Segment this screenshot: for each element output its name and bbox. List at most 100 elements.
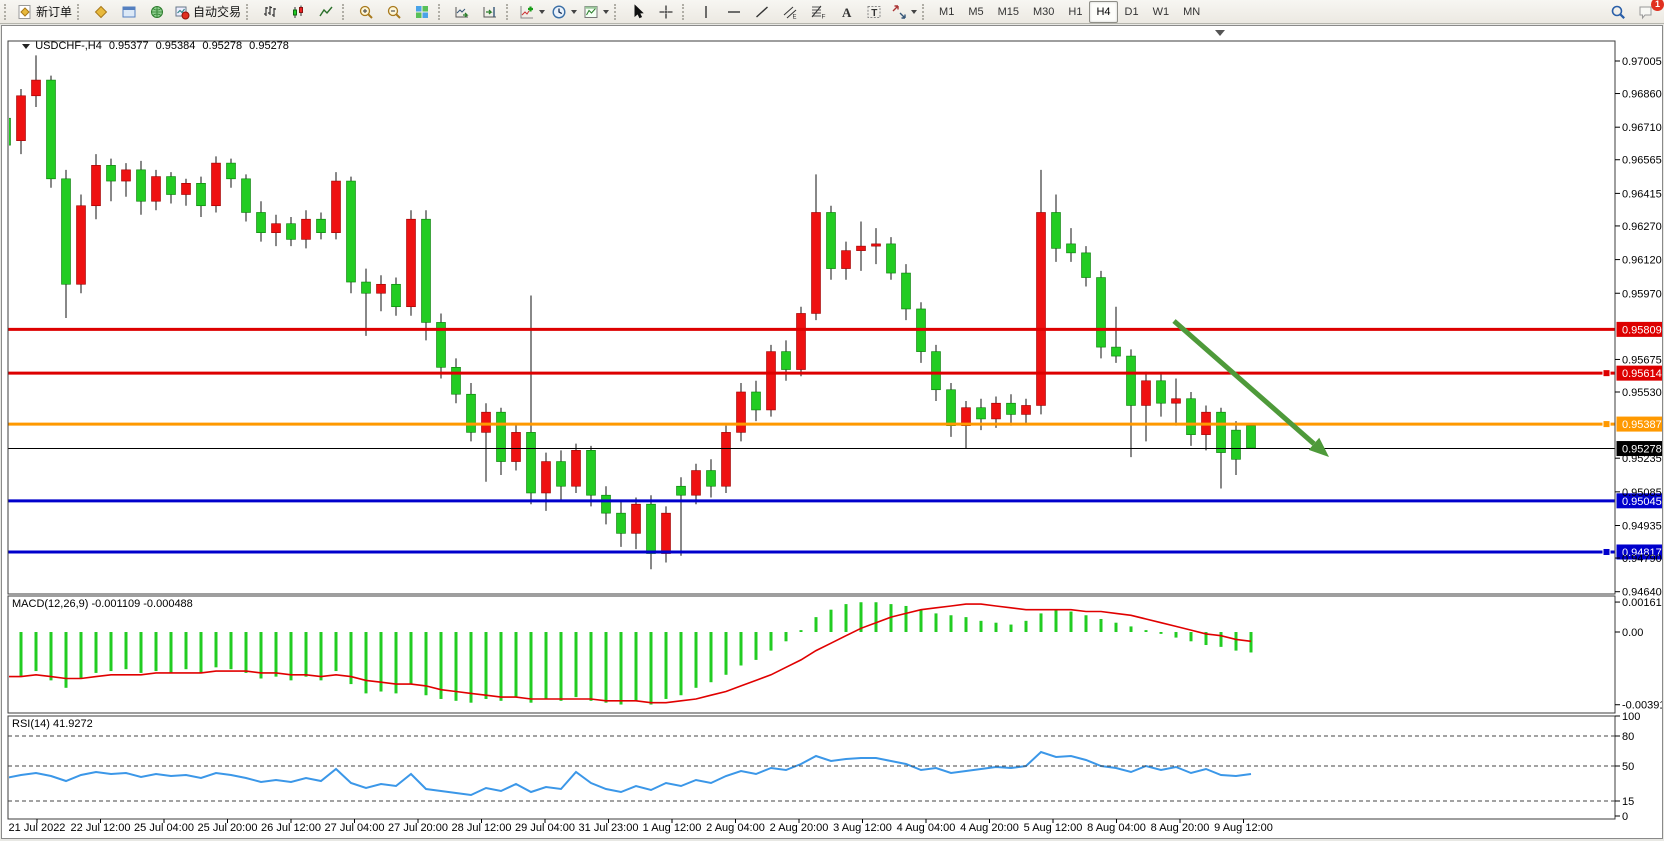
symbol-menu-icon[interactable] [22, 44, 31, 49]
rsi-pane[interactable] [6, 750, 1252, 797]
data-window-button[interactable] [115, 1, 143, 23]
candle-chart-button[interactable] [284, 1, 312, 23]
trendline-button[interactable] [748, 1, 776, 23]
timeframe-M5-button[interactable]: M5 [968, 5, 984, 18]
macd-histogram-bar [349, 632, 353, 685]
macd-pane[interactable] [5, 602, 1253, 705]
macd-histogram-bar [1009, 624, 1013, 632]
toolbar-group-6 [624, 0, 680, 24]
macd-histogram-bar [934, 613, 938, 632]
candle-body [931, 351, 941, 391]
timeframe-M1-button[interactable]: M1 [939, 5, 955, 18]
level-price-tag [1616, 365, 1662, 381]
time-axis-label: 2 Aug 04:00 [706, 822, 765, 834]
svg-text:T: T [871, 8, 877, 19]
candle-body [901, 272, 911, 310]
templates-button[interactable] [580, 1, 612, 23]
macd-histogram-bar [1204, 632, 1208, 646]
timeframe-D1-button[interactable]: D1 [1124, 5, 1139, 18]
time-axis-label: 25 Jul 04:00 [134, 822, 194, 834]
market-watch-icon [94, 5, 108, 18]
time-axis-label: 29 Jul 04:00 [515, 822, 575, 834]
candle-body [226, 162, 236, 180]
rsi-axis-label: 50 [1622, 761, 1634, 773]
macd-signal-line [9, 603, 1252, 704]
notifications-button[interactable]: 1 [1632, 0, 1664, 23]
horizontal-line-button[interactable] [720, 1, 748, 23]
time-axis-label: 4 Aug 20:00 [960, 822, 1019, 834]
candle-body [1021, 405, 1031, 415]
timeframe-H4-button[interactable]: H4 [1089, 0, 1118, 23]
periods-dropdown-icon[interactable] [571, 9, 578, 14]
templates-dropdown-icon[interactable] [603, 9, 610, 14]
chart-shift-marker[interactable] [1215, 30, 1225, 36]
vertical-line-button[interactable] [692, 1, 720, 23]
macd-histogram-bar [1159, 632, 1163, 634]
text-button[interactable]: A [832, 1, 860, 23]
macd-histogram-bar [379, 632, 383, 692]
timeframe-MN-button[interactable]: MN [1183, 5, 1201, 18]
search-icon [1611, 5, 1625, 19]
timeframe-H1-button[interactable]: H1 [1068, 5, 1083, 18]
candlestick-layer[interactable] [2, 55, 1256, 570]
main-pane-border [7, 40, 1616, 595]
timeframe-M15-button[interactable]: M15 [997, 5, 1019, 18]
line-chart-button[interactable] [312, 1, 340, 23]
macd-histogram-bar [319, 632, 323, 681]
bar-chart-icon [264, 5, 277, 17]
new-order-button[interactable]: 新订单 [14, 1, 75, 23]
toolbar-grip [438, 3, 444, 20]
time-axis-label: 8 Aug 04:00 [1087, 822, 1146, 834]
search-button[interactable] [1604, 1, 1632, 23]
macd-axis-label: 0.00 [1622, 627, 1643, 639]
candle-body [571, 450, 581, 487]
market-watch-button[interactable] [87, 1, 115, 23]
arrows-dropdown-icon[interactable] [911, 9, 918, 14]
level-line-handle[interactable] [1602, 547, 1611, 556]
zoom-out-button[interactable] [380, 1, 408, 23]
timeframe-M30-button[interactable]: M30 [1033, 5, 1055, 18]
price-axis-label: 0.95970 [1622, 288, 1662, 300]
chart-shift-button[interactable] [476, 1, 504, 23]
equidistant-channel-button[interactable]: E [776, 1, 804, 23]
bar-chart-button[interactable] [256, 1, 284, 23]
tile-windows-button[interactable] [408, 1, 436, 23]
auto-scroll-button[interactable] [448, 1, 476, 23]
macd-histogram-bar [1069, 611, 1073, 632]
crosshair-button[interactable] [652, 1, 680, 23]
price-axis-label: 0.94935 [1622, 521, 1662, 533]
time-axis-label: 5 Aug 12:00 [1024, 822, 1083, 834]
macd-histogram-bar [964, 617, 968, 632]
candle-body [1081, 252, 1091, 278]
cursor-button[interactable] [624, 1, 652, 23]
chart-window[interactable]: USDCHF-,H4 0.95377 0.95384 0.95278 0.95278 M… [1, 25, 1663, 839]
arrows-button[interactable] [888, 1, 920, 23]
text-label-button[interactable]: T [860, 1, 888, 23]
chart-canvas[interactable]: 0.95809 0.95614 0.95387 0.95278 0.95045 0.948… [2, 26, 1662, 836]
zoom-in-button[interactable] [352, 1, 380, 23]
timeframe-W1-button[interactable]: W1 [1152, 5, 1170, 18]
navigator-button[interactable] [143, 1, 171, 23]
candle-body [481, 411, 491, 433]
line-chart-icon [319, 6, 333, 16]
macd-histogram-bar [994, 622, 998, 632]
price-axis-label: 0.96120 [1622, 255, 1662, 267]
trend-arrow-head[interactable] [1308, 437, 1329, 457]
periods-button[interactable] [548, 1, 580, 23]
autotrading-button[interactable]: 自动交易 [171, 1, 244, 23]
navigator-icon [151, 5, 164, 18]
fibonacci-button[interactable]: F [804, 1, 832, 23]
macd-histogram-bar [724, 632, 728, 675]
indicators-button[interactable] [516, 1, 548, 23]
cursor-icon [634, 3, 644, 18]
candle-body [391, 283, 401, 308]
macd-histogram-bar [409, 632, 413, 685]
candle-body [421, 218, 431, 323]
trend-arrow-line[interactable] [1172, 319, 1316, 446]
level-line-handle[interactable] [1602, 420, 1611, 429]
indicators-dropdown-icon[interactable] [539, 9, 546, 14]
level-line-handle[interactable] [1602, 369, 1611, 378]
macd-histogram-bar [979, 620, 983, 632]
candle-body [256, 212, 266, 233]
timeframe-toolbar: M1 M5 M15 M30 H1 H4 D1 W1 MN [932, 0, 1207, 24]
